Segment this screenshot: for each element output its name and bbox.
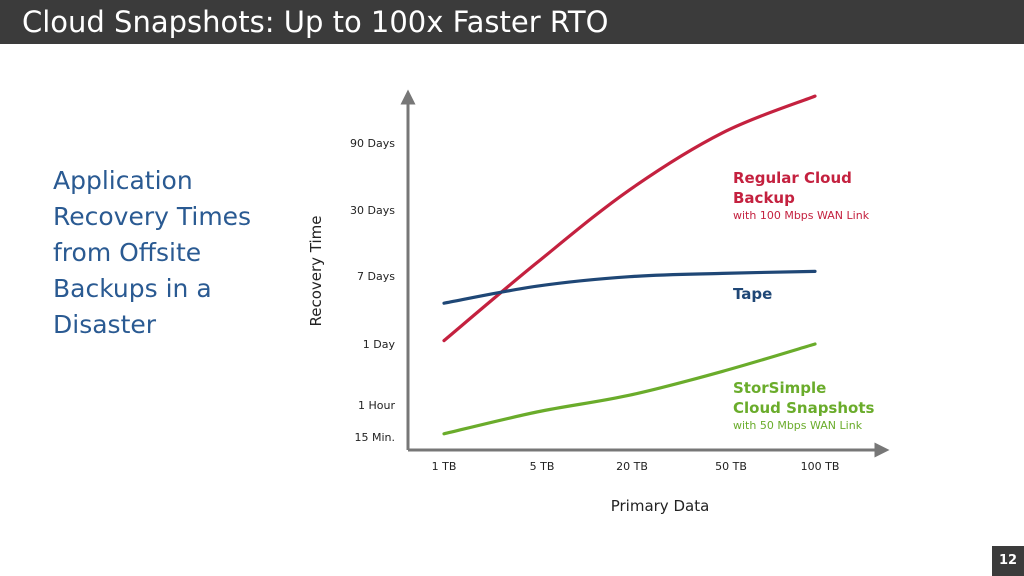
page-number: 12	[992, 546, 1024, 576]
x-tick-label: 50 TB	[715, 460, 747, 473]
series-line	[442, 342, 817, 436]
side-heading: Application Recovery Times from Offsite …	[53, 163, 283, 343]
series-label: Backup	[733, 189, 795, 207]
side-heading-line: Backups in a	[53, 274, 212, 303]
series-label: Cloud Snapshots	[733, 399, 875, 417]
y-tick-label: 90 Days	[350, 137, 395, 150]
x-tick-label: 20 TB	[616, 460, 648, 473]
side-heading-line: Disaster	[53, 310, 157, 339]
x-tick-labels: 1 TB 5 TB 20 TB 50 TB 100 TB	[432, 460, 840, 473]
series-line	[442, 269, 817, 305]
y-tick-labels: 15 Min. 1 Hour 1 Day 7 Days 30 Days 90 Days	[350, 137, 395, 444]
title-bar: Cloud Snapshots: Up to 100x Faster RTO	[0, 0, 1024, 44]
side-heading-line: Recovery Times	[53, 202, 252, 231]
series-label: StorSimple	[733, 379, 826, 397]
y-tick-label: 15 Min.	[354, 431, 395, 444]
y-tick-label: 30 Days	[350, 204, 395, 217]
series-note: with 100 Mbps WAN Link	[733, 209, 870, 222]
side-heading-line: Application	[53, 166, 193, 195]
y-axis-title: Recovery Time	[307, 215, 325, 326]
side-heading-line: from Offsite	[53, 238, 202, 267]
x-tick-label: 100 TB	[801, 460, 840, 473]
slide-title: Cloud Snapshots: Up to 100x Faster RTO	[22, 5, 609, 39]
x-axis-title: Primary Data	[611, 497, 710, 515]
x-tick-label: 5 TB	[530, 460, 555, 473]
series-note: with 50 Mbps WAN Link	[733, 419, 863, 432]
series-label: Tape	[733, 285, 772, 303]
series-label: Regular Cloud	[733, 169, 852, 187]
x-tick-label: 1 TB	[432, 460, 457, 473]
y-tick-label: 1 Hour	[358, 399, 395, 412]
series-labels: Regular Cloud Backup with 100 Mbps WAN Lin…	[733, 169, 875, 432]
series-lines	[442, 94, 817, 436]
y-tick-label: 7 Days	[357, 270, 395, 283]
y-tick-label: 1 Day	[363, 338, 396, 351]
